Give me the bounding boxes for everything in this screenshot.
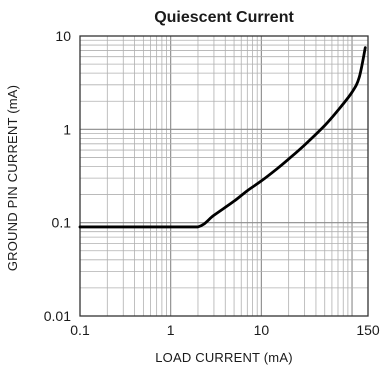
y-tick-label: 1 [63,121,71,137]
series-layer [78,46,367,229]
x-tick-label: 150 [356,322,380,338]
x-tick-labels: 0.1 1 10 150 [70,322,380,338]
x-tick-label: 0.1 [70,322,90,338]
y-tick-label: 10 [55,28,71,44]
x-tick-label: 10 [254,322,270,338]
x-axis-label: LOAD CURRENT (mA) [155,350,293,365]
series-line-0 [78,46,367,229]
plot-frame [79,35,369,317]
grid [80,36,368,316]
y-tick-label: 0.01 [44,308,71,324]
y-tick-label: 0.1 [52,215,72,231]
y-axis-label: GROUND PIN CURRENT (mA) [5,85,20,271]
x-tick-label: 1 [167,322,175,338]
chart-title: Quiescent Current [154,9,294,26]
y-tick-labels: 0.01 0.1 1 10 [44,28,71,324]
